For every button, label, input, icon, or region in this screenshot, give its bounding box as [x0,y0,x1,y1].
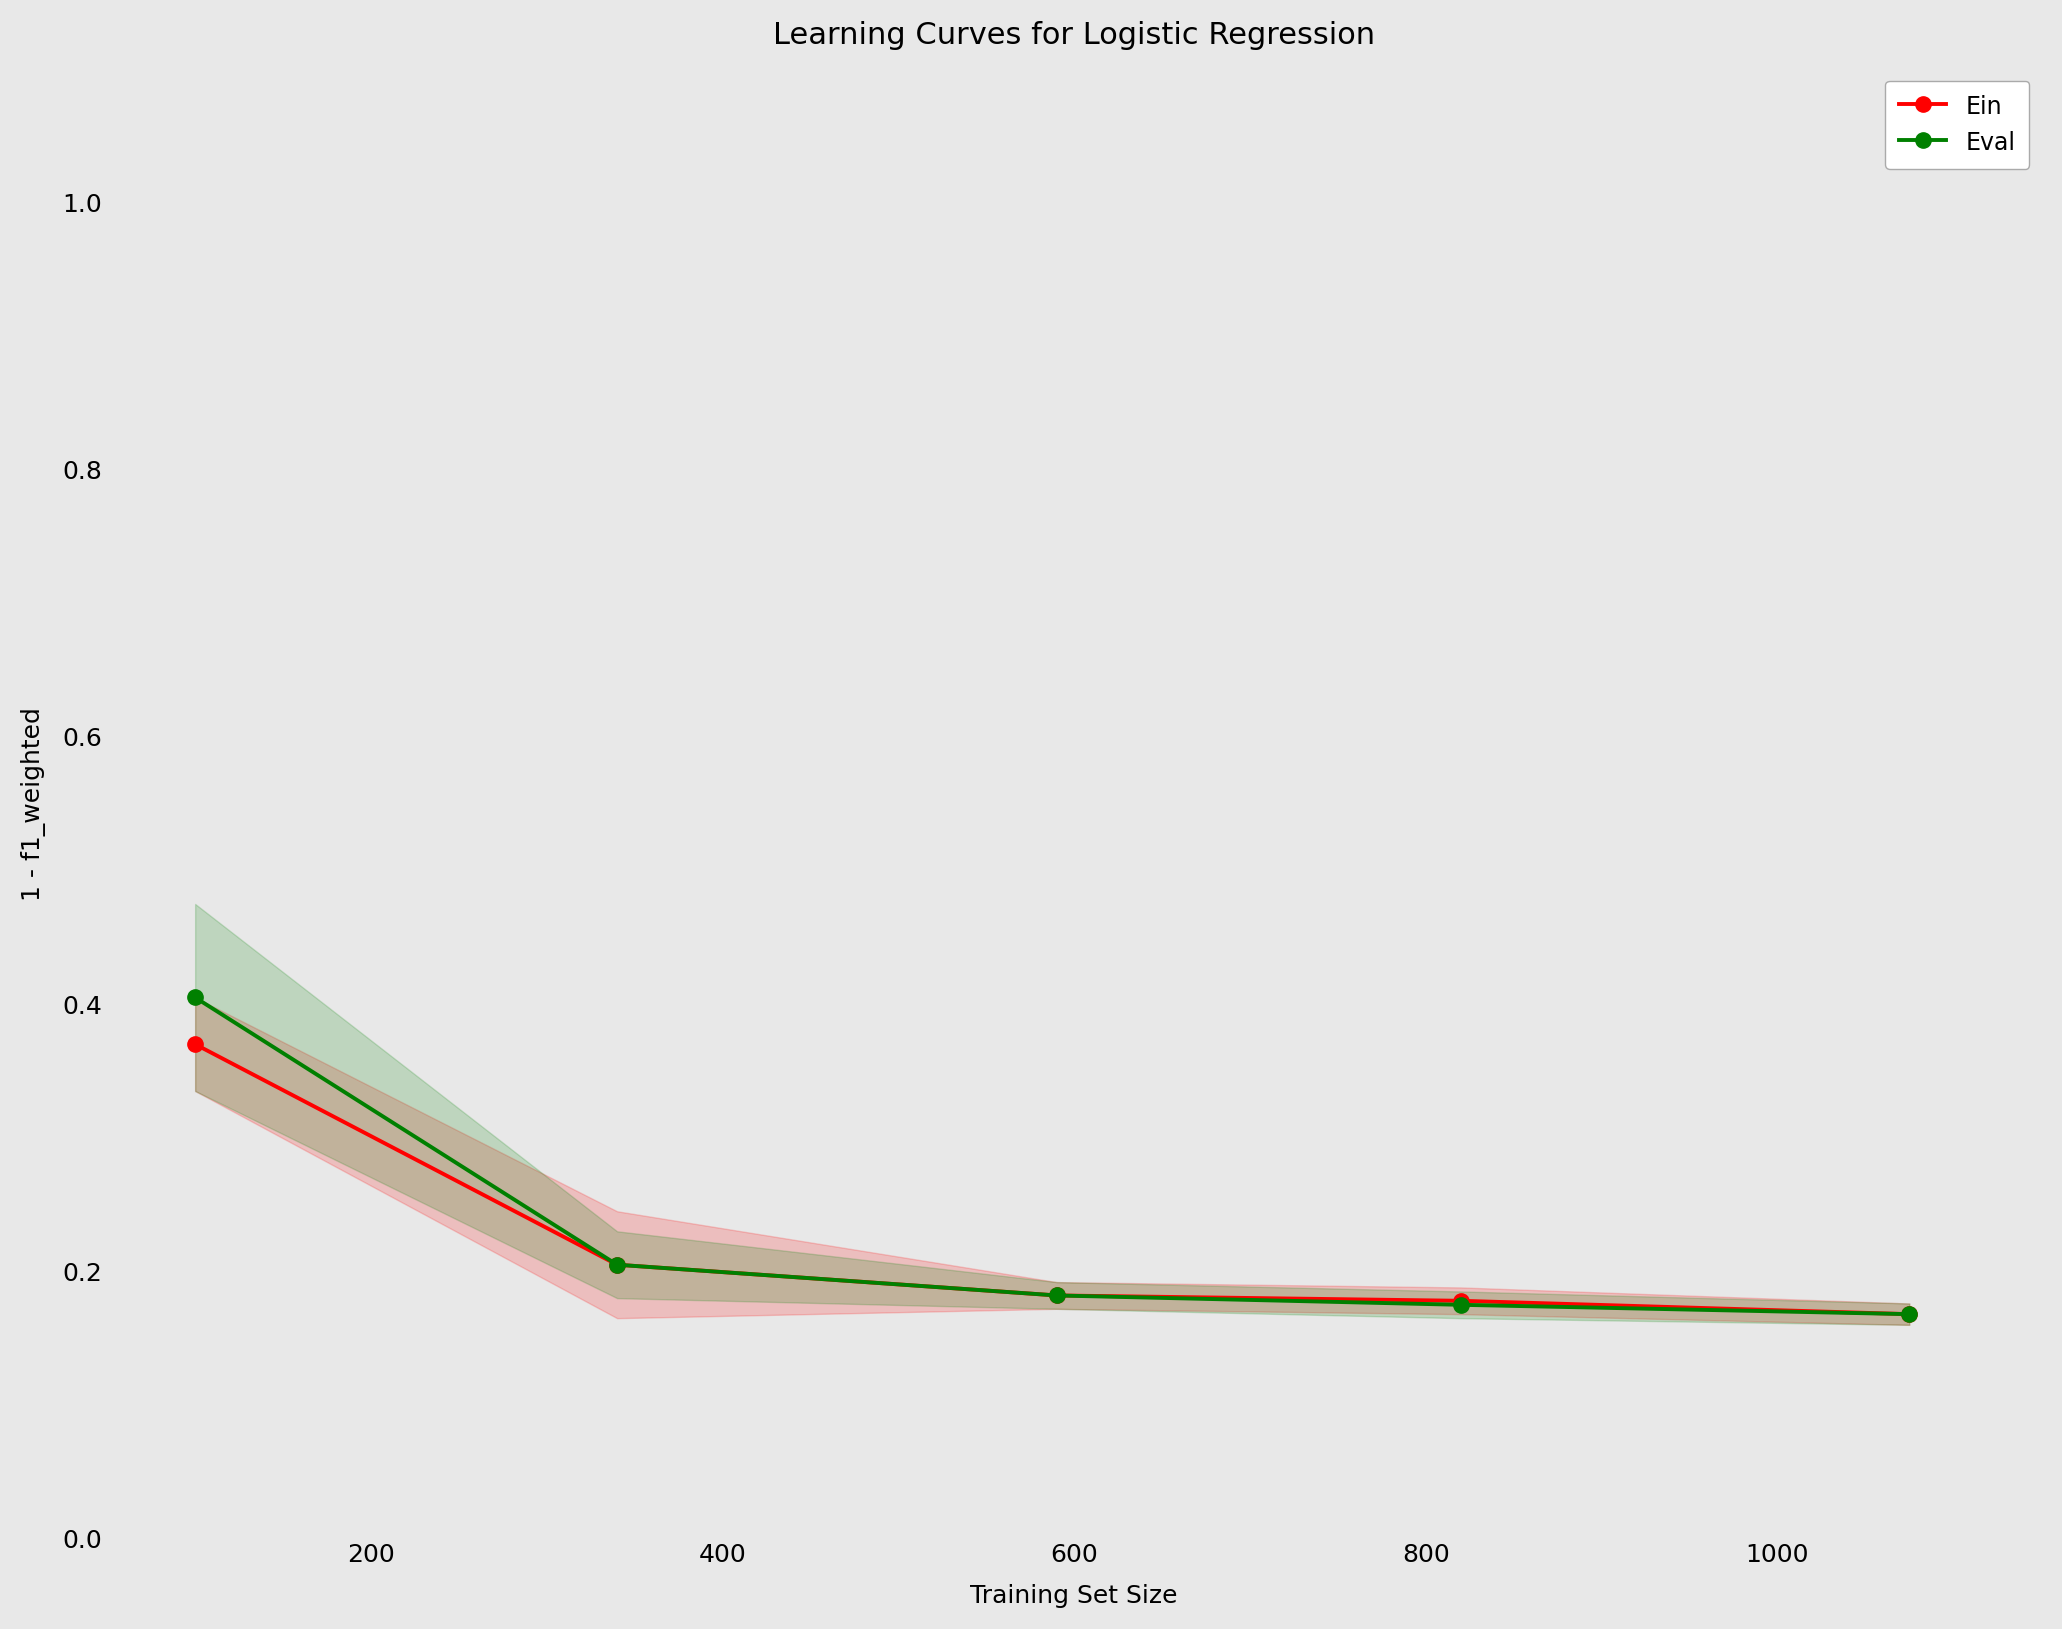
Ein [604,1254,629,1274]
Eval [184,987,208,1007]
Title: Learning Curves for Logistic Regression: Learning Curves for Logistic Regression [773,21,1375,50]
Eval [1450,1295,1474,1315]
Ein [184,1034,208,1054]
X-axis label: Training Set Size: Training Set Size [971,1583,1177,1608]
Line: Ein: Ein [188,1036,1918,1321]
Eval [1043,1285,1068,1305]
Ein [1450,1292,1474,1311]
Eval [1897,1305,1922,1324]
Y-axis label: 1 - f1_weighted: 1 - f1_weighted [21,707,45,901]
Line: Eval: Eval [188,990,1918,1321]
Legend: Ein, Eval: Ein, Eval [1885,81,2029,169]
Ein [1043,1285,1068,1305]
Ein [1897,1305,1922,1324]
Eval [604,1254,629,1274]
